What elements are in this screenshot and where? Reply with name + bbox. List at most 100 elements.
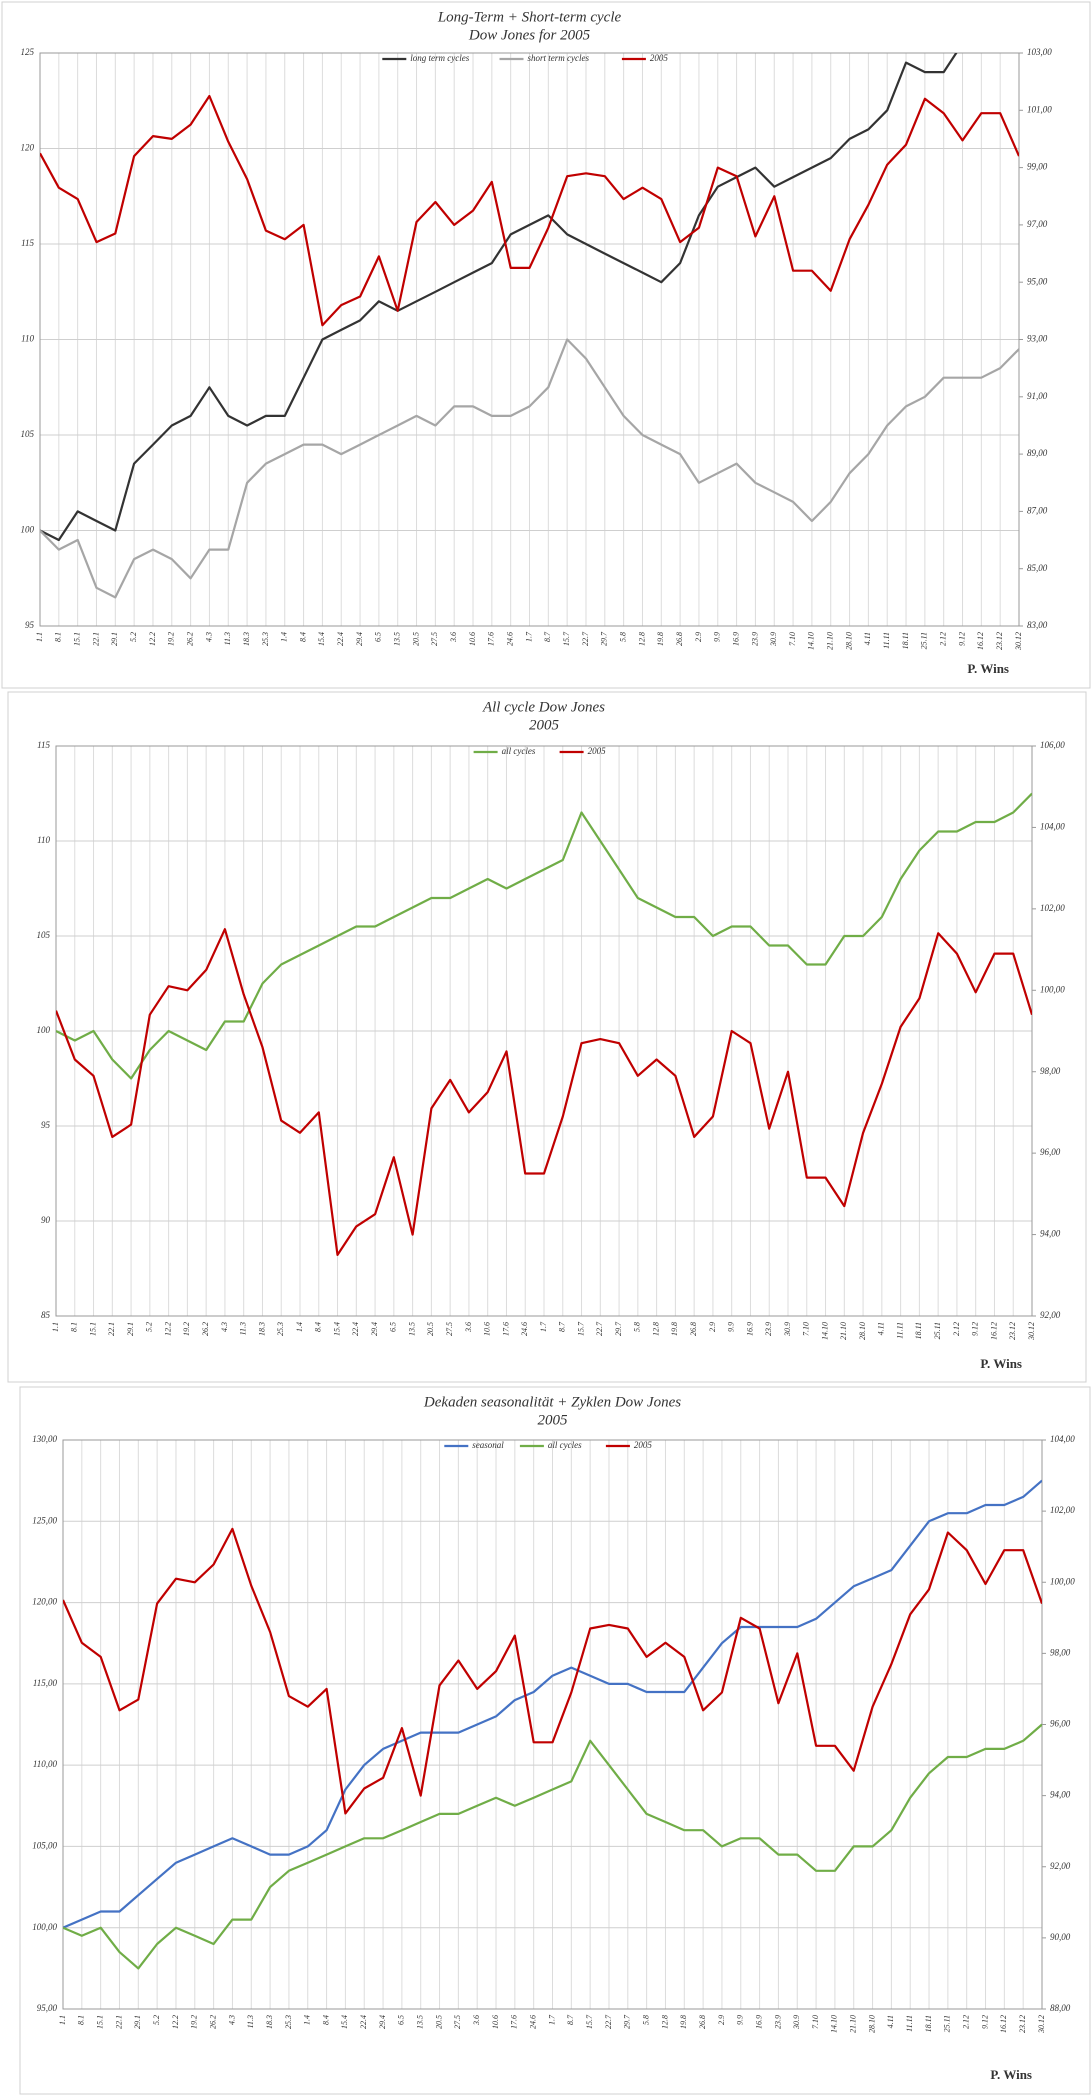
x-tick-label: 2.12 xyxy=(962,2015,971,2029)
y-tick-label: 105 xyxy=(21,429,35,439)
x-tick-label: 19.2 xyxy=(182,1322,191,1336)
x-tick-label: 18.3 xyxy=(257,1322,266,1336)
x-tick-label: 30.9 xyxy=(792,2015,801,2030)
legend-label: 2005 xyxy=(634,1440,653,1450)
x-tick-label: 4.3 xyxy=(227,2015,236,2025)
x-tick-label: 3.6 xyxy=(464,1322,473,1333)
x-tick-label: 23.12 xyxy=(995,632,1004,650)
x-tick-label: 22.4 xyxy=(351,1322,360,1336)
x-tick-label: 6.5 xyxy=(389,1322,398,1332)
x-tick-label: 1.4 xyxy=(280,632,289,642)
x-tick-label: 16.9 xyxy=(731,632,740,646)
plot-border xyxy=(39,52,1020,627)
x-tick-label: 18.3 xyxy=(242,632,251,646)
x-tick-label: 8.7 xyxy=(543,631,552,642)
x-tick-label: 26.8 xyxy=(675,632,684,646)
x-tick-label: 5.8 xyxy=(633,1322,642,1332)
chart: Dekaden seasonalität + Zyklen Dow Jones 2… xyxy=(19,1386,1091,2095)
x-tick-label: 15.1 xyxy=(88,1322,97,1336)
x-tick-label: 29.7 xyxy=(614,1321,623,1336)
x-tick-label: 22.4 xyxy=(336,632,345,646)
x-tick-label: 25.3 xyxy=(261,632,270,646)
y2-tick-label: 94,00 xyxy=(1040,1229,1061,1239)
x-tick-label: 18.3 xyxy=(265,2015,274,2029)
x-tick-label: 11.3 xyxy=(239,1322,248,1335)
series-line xyxy=(63,1479,1042,1929)
credit: P. Wins xyxy=(980,1356,1022,1371)
x-tick-label: 13.5 xyxy=(416,2015,425,2029)
x-tick-label: 16.12 xyxy=(999,2015,1008,2033)
x-tick-label: 29.7 xyxy=(623,2014,632,2029)
x-tick-label: 9.9 xyxy=(736,2015,745,2025)
y-tick-label: 110,00 xyxy=(33,1759,58,1769)
x-tick-label: 23.12 xyxy=(1008,1322,1017,1340)
y2-tick-label: 99,00 xyxy=(1027,162,1048,172)
x-tick-label: 18.11 xyxy=(901,632,910,649)
chart-frame xyxy=(19,1386,1091,2095)
y-tick-label: 100 xyxy=(21,525,35,535)
x-tick-label: 15.1 xyxy=(95,2015,104,2029)
y2-tick-label: 85,00 xyxy=(1027,563,1048,573)
chart-title: Long-Term + Short-term cycle xyxy=(437,9,622,25)
chart-frame xyxy=(7,691,1087,1383)
y-tick-label: 115 xyxy=(21,238,34,248)
y2-tick-label: 106,00 xyxy=(1040,740,1065,750)
x-tick-label: 30.9 xyxy=(783,1322,792,1337)
y2-tick-label: 103,00 xyxy=(1027,47,1052,57)
x-tick-label: 15.7 xyxy=(562,631,571,646)
y2-tick-label: 96,00 xyxy=(1050,1719,1071,1729)
y2-tick-label: 98,00 xyxy=(1050,1647,1071,1657)
x-tick-label: 27.5 xyxy=(453,2015,462,2029)
legend-label: 2005 xyxy=(650,53,669,63)
x-tick-label: 1.7 xyxy=(539,1321,548,1332)
x-tick-label: 24.6 xyxy=(506,632,515,646)
x-tick-label: 28.10 xyxy=(858,1322,867,1340)
x-tick-label: 8.7 xyxy=(566,2014,575,2025)
x-tick-label: 28.10 xyxy=(844,632,853,650)
y-tick-label: 95 xyxy=(41,1120,51,1130)
y2-tick-label: 96,00 xyxy=(1040,1147,1061,1157)
y2-tick-label: 90,00 xyxy=(1050,1932,1071,1942)
x-tick-label: 30.12 xyxy=(1014,632,1023,651)
x-tick-label: 19.2 xyxy=(167,632,176,646)
x-tick-label: 16.12 xyxy=(989,1322,998,1340)
x-tick-label: 29.1 xyxy=(126,1322,135,1336)
x-tick-label: 7.10 xyxy=(811,2015,820,2029)
x-tick-label: 12.2 xyxy=(163,1322,172,1336)
y-tick-label: 105 xyxy=(37,930,51,940)
y-tick-label: 130,00 xyxy=(32,1434,57,1444)
y-tick-label: 110 xyxy=(21,334,34,344)
x-tick-label: 22.4 xyxy=(359,2015,368,2029)
x-tick-label: 23.9 xyxy=(764,1322,773,1336)
y-tick-label: 115 xyxy=(37,740,50,750)
y2-tick-label: 104,00 xyxy=(1050,1434,1075,1444)
y-tick-label: 90 xyxy=(41,1215,51,1225)
x-tick-label: 4.11 xyxy=(877,1322,886,1335)
x-tick-label: 9.9 xyxy=(713,632,722,642)
series-line xyxy=(40,338,1019,599)
legend-label: long term cycles xyxy=(410,53,469,63)
y-tick-label: 125 xyxy=(21,47,35,57)
x-tick-label: 26.8 xyxy=(698,2015,707,2029)
x-tick-label: 5.8 xyxy=(618,632,627,642)
x-tick-label: 18.11 xyxy=(924,2015,933,2032)
x-tick-label: 8.4 xyxy=(298,632,307,642)
x-tick-label: 15.7 xyxy=(576,1321,585,1336)
x-tick-label: 22.1 xyxy=(91,632,100,646)
x-tick-label: 29.4 xyxy=(355,632,364,646)
x-tick-label: 20.5 xyxy=(434,2015,443,2029)
chart-subtitle: 2005 xyxy=(529,717,560,733)
x-tick-label: 2.9 xyxy=(708,1322,717,1332)
series-line xyxy=(63,1723,1042,1970)
y2-tick-label: 101,00 xyxy=(1027,104,1052,114)
y-tick-label: 95,00 xyxy=(37,2003,58,2013)
x-tick-label: 7.10 xyxy=(802,1322,811,1336)
y-tick-label: 100,00 xyxy=(32,1922,57,1932)
x-tick-label: 12.2 xyxy=(171,2015,180,2029)
x-tick-label: 30.12 xyxy=(1027,1322,1036,1341)
x-tick-label: 21.10 xyxy=(826,632,835,650)
x-tick-label: 23.9 xyxy=(773,2015,782,2029)
x-tick-label: 8.4 xyxy=(314,1322,323,1332)
x-tick-label: 1.7 xyxy=(547,2014,556,2025)
